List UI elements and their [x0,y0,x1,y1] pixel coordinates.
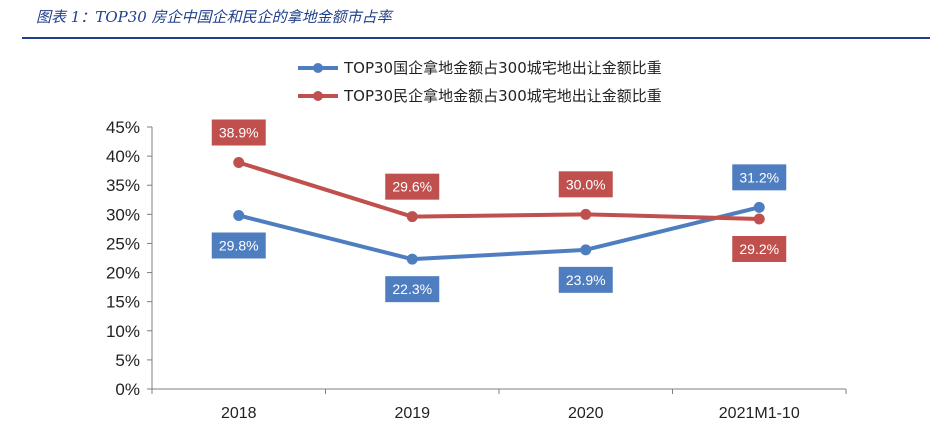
data-label-layer: 29.8% 22.3% 23.9% 31.2% 38.9% 29.6% 30.0% 29.2% [211,119,787,303]
data-label: 22.3% [392,281,432,297]
data-label-box [732,164,787,191]
data-label-box [211,119,266,146]
data-label: 23.9% [566,272,606,288]
x-axis: 2018 2019 2020 2021M1-10 [151,388,847,422]
series-line-0 [236,205,762,262]
data-label: 38.9% [219,125,259,141]
y-tick-label: 25% [106,234,140,253]
y-axis: 0% 5% 10% 15% 20% 25% 30% 35% 40% 45% [106,118,153,399]
y-tick-label: 20% [106,264,140,283]
data-point [233,157,245,169]
data-point [406,253,418,265]
chart-legend: TOP30国企拿地金额占300城宅地出让金额比重 TOP30民企拿地金额占300城… [298,59,662,105]
y-tick-label: 30% [106,205,140,224]
series-line-1 [236,160,762,221]
data-label-box [211,232,266,259]
y-tick-label: 5% [115,351,140,370]
data-label: 30.0% [566,176,606,192]
legend-label-1: TOP30民企拿地金额占300城宅地出让金额比重 [343,87,662,105]
data-label-box [385,173,440,200]
x-tick-label: 2021M1-10 [719,405,800,422]
data-label: 29.8% [219,237,259,253]
y-tick-label: 35% [106,176,140,195]
figure-title: 图表 1：TOP30 房企中国企和民企的拿地金额市占率 [36,8,392,26]
y-tick-label: 40% [106,147,140,166]
data-point [580,208,592,220]
series-layer [233,157,765,265]
data-point [753,213,765,225]
legend-marker-0 [313,63,323,73]
x-tick-label: 2019 [394,405,430,422]
y-tick-label: 15% [106,293,140,312]
data-label: 31.2% [739,169,779,185]
data-label-box [558,171,613,198]
data-label: 29.2% [739,241,779,257]
data-label: 29.6% [392,179,432,195]
y-tick-label: 0% [115,380,140,399]
x-tick-label: 2018 [221,405,257,422]
data-point [406,211,418,223]
data-point [233,209,245,221]
y-tick-label: 10% [106,322,140,341]
data-point [753,201,765,213]
data-label-box [732,235,787,262]
data-label-box [385,276,440,303]
data-label-box [558,266,613,293]
legend-label-0: TOP30国企拿地金额占300城宅地出让金额比重 [343,59,662,77]
legend-marker-1 [313,91,323,101]
title-rule [22,37,930,39]
data-point [580,244,592,256]
y-tick-label: 45% [106,118,140,137]
x-tick-label: 2020 [568,405,604,422]
